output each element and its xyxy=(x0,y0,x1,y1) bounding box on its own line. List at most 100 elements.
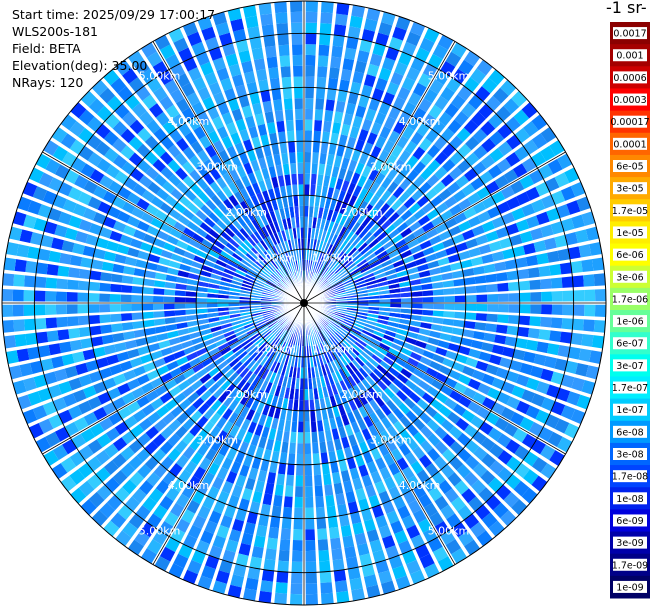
range-gate-cell xyxy=(343,58,355,70)
range-gate-cell xyxy=(552,291,563,302)
range-gate-cell xyxy=(320,571,332,583)
range-gate-cell xyxy=(45,291,56,302)
range-label: 2.00km xyxy=(341,206,383,219)
range-gate-cell xyxy=(3,320,15,333)
range-gate-cell xyxy=(91,336,103,346)
range-gate-cell xyxy=(111,323,123,332)
range-gate-cell xyxy=(476,285,487,293)
range-label: 5.00km xyxy=(139,525,181,538)
range-gate-cell xyxy=(317,77,327,88)
range-gate-cell xyxy=(295,486,303,497)
range-gate-cell xyxy=(306,1,318,12)
range-gate-cell xyxy=(121,313,132,321)
range-label: 1.00km xyxy=(312,343,354,356)
colorbar-tick-label: 3e-05 xyxy=(616,184,643,195)
range-gate-cell xyxy=(330,538,341,550)
range-gate-cell xyxy=(110,284,121,292)
range-gate-cell xyxy=(282,77,292,88)
range-gate-cell xyxy=(262,24,274,36)
range-gate-cell xyxy=(528,267,540,278)
range-gate-cell xyxy=(305,486,313,497)
range-gate-cell xyxy=(325,99,334,111)
range-gate-cell xyxy=(304,217,308,228)
range-gate-cell xyxy=(507,271,519,281)
colorbar-tick-label: 1e-07 xyxy=(616,405,643,416)
range-gate-cell xyxy=(78,293,89,302)
range-gate-cell xyxy=(305,109,313,120)
range-gate-cell xyxy=(15,259,27,272)
range-gate-cell xyxy=(292,44,303,55)
range-gate-cell xyxy=(292,185,297,196)
range-gate-cell xyxy=(276,121,285,133)
range-gate-cell xyxy=(473,266,485,275)
range-gate-cell xyxy=(305,443,311,454)
range-gate-cell xyxy=(526,255,538,266)
range-gate-cell xyxy=(323,121,332,133)
range-gate-cell xyxy=(379,303,390,307)
range-gate-cell xyxy=(433,304,444,310)
range-gate-cell xyxy=(62,354,75,366)
range-gate-cell xyxy=(245,16,258,29)
range-gate-cell xyxy=(299,400,303,411)
range-label: 5.00km xyxy=(428,69,470,82)
range-gate-cell xyxy=(295,109,303,120)
range-gate-cell xyxy=(272,506,282,518)
range-gate-cell xyxy=(252,546,264,558)
range-gate-cell xyxy=(293,66,303,77)
colorbar-tick-label: 3e-06 xyxy=(616,272,643,283)
range-gate-cell xyxy=(519,304,530,313)
range-gate-cell xyxy=(49,251,61,263)
range-gate-cell xyxy=(336,101,346,113)
range-gate-cell xyxy=(305,389,309,400)
range-gate-cell xyxy=(290,594,302,605)
range-gate-cell xyxy=(314,120,322,131)
range-gate-cell xyxy=(132,312,143,320)
range-gate-cell xyxy=(142,304,153,311)
range-gate-cell xyxy=(316,507,325,518)
range-gate-cell xyxy=(305,206,309,217)
colorbar-tick-label: 1e-06 xyxy=(616,317,643,328)
range-gate-cell xyxy=(164,311,175,317)
range-gate-cell xyxy=(291,421,297,432)
range-gate-cell xyxy=(305,411,310,422)
range-gate-cell xyxy=(78,281,89,291)
range-gate-cell xyxy=(311,421,317,432)
range-gate-cell xyxy=(110,304,121,312)
range-gate-cell xyxy=(278,131,286,143)
range-gate-cell xyxy=(325,495,334,507)
range-gate-cell xyxy=(534,354,547,366)
range-gate-cell xyxy=(509,293,520,302)
range-gate-cell xyxy=(305,432,311,443)
range-gate-cell xyxy=(305,130,312,141)
range-gate-cell xyxy=(507,326,519,336)
range-gate-cell xyxy=(259,591,272,603)
range-gate-cell xyxy=(529,316,540,326)
range-gate-cell xyxy=(45,304,56,315)
range-gate-cell xyxy=(142,296,153,303)
range-gate-cell xyxy=(56,292,67,302)
range-gate-cell xyxy=(305,400,309,411)
range-gate-cell xyxy=(305,508,314,519)
range-gate-cell xyxy=(262,570,274,582)
range-gate-cell xyxy=(352,522,364,535)
range-gate-cell xyxy=(272,89,282,101)
range-gate-cell xyxy=(24,275,36,287)
range-gate-cell xyxy=(79,327,91,337)
range-gate-cell xyxy=(571,333,583,345)
range-gate-cell xyxy=(563,305,574,316)
range-gate-cell xyxy=(515,338,527,349)
range-gate-cell xyxy=(36,332,48,344)
range-gate-cell xyxy=(132,286,143,294)
range-gate-cell xyxy=(316,88,325,99)
range-gate-cell xyxy=(509,304,520,313)
range-gate-cell xyxy=(323,474,332,486)
range-gate-cell xyxy=(305,44,316,55)
range-gate-cell xyxy=(336,591,349,603)
range-gate-cell xyxy=(263,35,275,47)
range-gate-cell xyxy=(292,562,303,573)
range-gate-cell xyxy=(2,305,13,317)
range-gate-cell xyxy=(339,514,350,526)
range-gate-cell xyxy=(305,55,315,66)
range-label: 2.00km xyxy=(225,206,267,219)
range-gate-cell xyxy=(67,280,78,290)
